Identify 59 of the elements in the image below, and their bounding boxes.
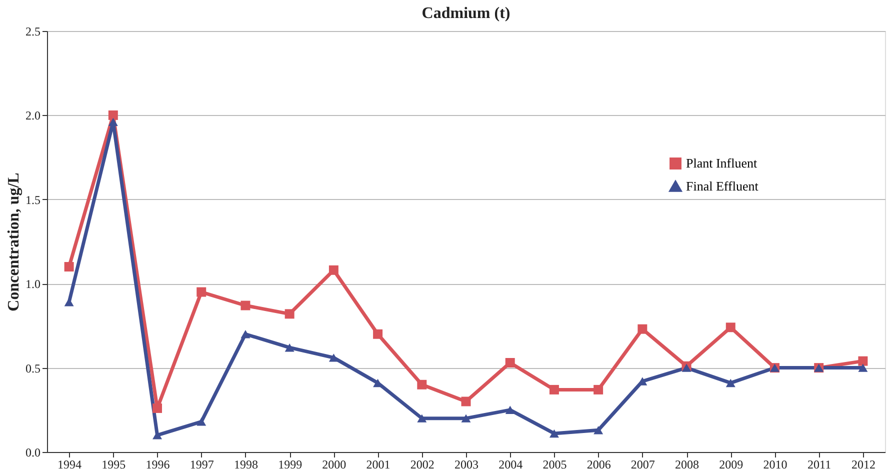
- point: [196, 418, 206, 426]
- x-tick-label: 2000: [322, 458, 346, 472]
- x-tick-label: 2009: [719, 458, 744, 472]
- point: [594, 384, 604, 394]
- point: [373, 329, 383, 339]
- x-tick-label: 1994: [58, 458, 82, 472]
- chart-title: Cadmium (t): [422, 5, 510, 22]
- point: [328, 265, 338, 275]
- point: [108, 110, 118, 120]
- x-tick-label: 1996: [146, 458, 170, 472]
- legend-label: Final Effluent: [686, 178, 759, 194]
- point: [858, 356, 868, 366]
- point: [284, 309, 294, 319]
- x-tick-label: 2007: [630, 458, 655, 472]
- point: [682, 364, 692, 372]
- point: [505, 406, 515, 414]
- point: [594, 426, 604, 434]
- point: [240, 300, 250, 310]
- y-tick-label: 0.0: [26, 446, 40, 460]
- x-tick-label: 1995: [102, 458, 126, 472]
- point: [417, 380, 427, 390]
- point: [152, 403, 162, 413]
- x-tick-label: 1998: [234, 458, 258, 472]
- x-tick-label: 2005: [542, 458, 567, 472]
- legend-label: Plant Influent: [686, 156, 758, 170]
- point: [328, 354, 338, 362]
- y-tick-label: 2.0: [26, 108, 40, 123]
- point: [638, 324, 648, 334]
- y-tick-label: 1.0: [26, 277, 40, 292]
- y-axis-title: Concentration, ug/L: [6, 172, 22, 312]
- x-tick-label: 1997: [190, 458, 214, 472]
- y-tick-label: 2.5: [26, 24, 40, 38]
- x-tick-label: 2006: [586, 458, 611, 472]
- point: [64, 262, 74, 272]
- point: [284, 343, 294, 352]
- point: [417, 414, 427, 422]
- x-tick-label: 2001: [366, 458, 390, 472]
- x-tick-label: 1999: [278, 458, 302, 472]
- x-tick-label: 2011: [808, 458, 832, 472]
- point: [549, 429, 559, 438]
- x-tick-label: 2002: [410, 458, 434, 472]
- point: [549, 384, 559, 394]
- point: [726, 322, 736, 332]
- point: [858, 364, 868, 372]
- x-tick-label: 2008: [675, 458, 700, 472]
- x-tick-label: 2012: [851, 458, 876, 472]
- y-tick-label: 0.5: [26, 361, 40, 376]
- point: [461, 414, 471, 422]
- x-tick-label: 2004: [498, 458, 523, 472]
- point: [196, 287, 206, 297]
- x-tick-label: 2003: [454, 458, 478, 472]
- point: [726, 378, 736, 388]
- point: [638, 377, 648, 386]
- y-tick-label: 1.5: [26, 192, 40, 207]
- x-tick-label: 2010: [763, 458, 788, 472]
- point: [240, 330, 250, 338]
- point: [461, 396, 471, 406]
- point: [108, 118, 118, 126]
- point: [505, 358, 515, 368]
